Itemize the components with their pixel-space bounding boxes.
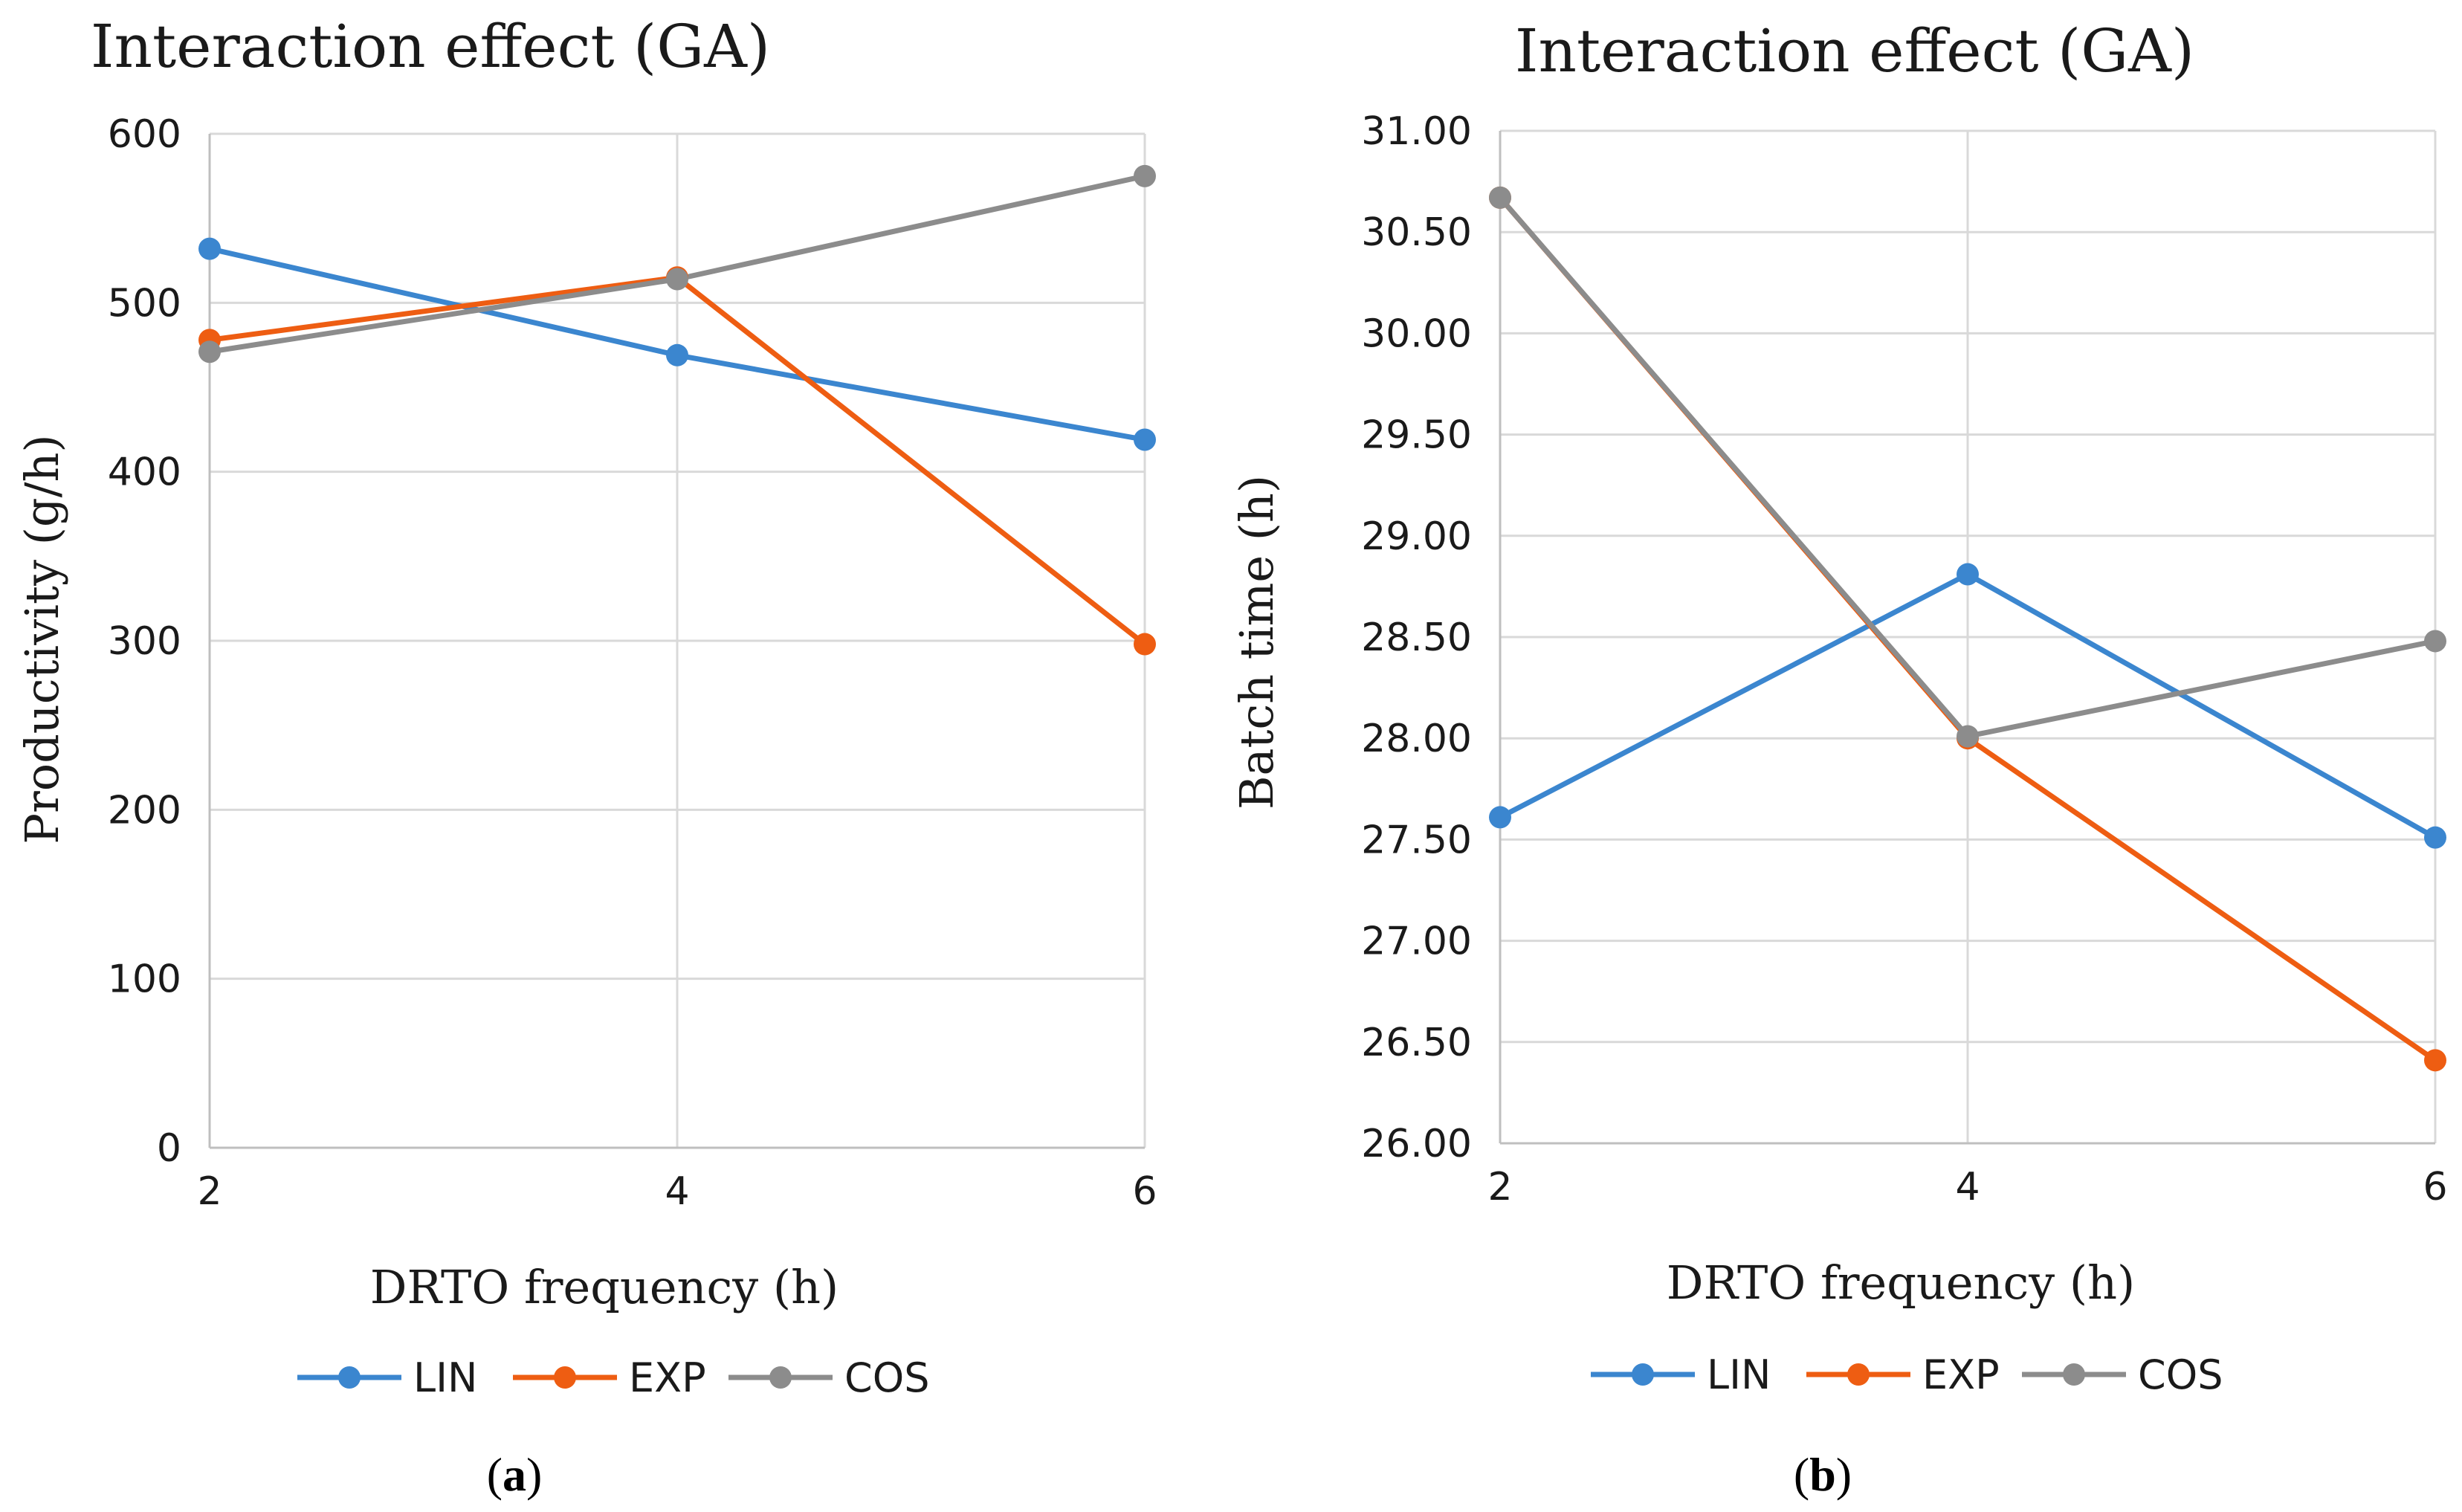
x-tick-label: 4 <box>665 1169 689 1214</box>
y-tick-label: 27.00 <box>1361 920 1472 964</box>
x-axis-title: DRTO frequency (h) <box>370 1260 839 1314</box>
data-point-cos <box>2424 630 2446 653</box>
y-tick-label: 500 <box>108 281 181 326</box>
y-tick-label: 30.00 <box>1361 311 1472 356</box>
x-tick-label: 2 <box>197 1169 222 1214</box>
series <box>1489 186 2446 1072</box>
legend-marker-cos <box>769 1366 792 1389</box>
legend-label-cos: COS <box>844 1354 930 1401</box>
series <box>198 164 1156 656</box>
legend-label-exp: EXP <box>629 1354 706 1401</box>
x-axis-title: DRTO frequency (h) <box>1667 1256 2135 1310</box>
y-axis-title: Batch time (h) <box>1230 475 1284 810</box>
data-point-cos <box>198 340 221 364</box>
legend: LIN EXP COS <box>297 1354 930 1401</box>
y-axis-title: Productivity (g/h) <box>15 434 69 844</box>
x-tick-labels: 2 4 6 <box>197 1169 1157 1214</box>
y-tick-label: 28.00 <box>1361 717 1472 761</box>
data-point-exp <box>1134 633 1156 656</box>
y-tick-label: 200 <box>108 788 181 833</box>
chart-a: Interaction effect (GA) 0 100 200 300 400 500… <box>15 12 1157 1501</box>
legend: LIN EXP COS <box>1591 1351 2223 1398</box>
data-point-cos <box>1957 725 1979 748</box>
caption: (b) <box>1794 1448 1852 1501</box>
data-point-lin <box>1134 428 1156 451</box>
legend-label-lin: LIN <box>1707 1351 1771 1398</box>
chart-b: Interaction effect (GA) 26.0026.5027.002… <box>1230 16 2448 1501</box>
chart-title: Interaction effect (GA) <box>1515 16 2194 85</box>
y-tick-label: 28.50 <box>1361 616 1472 660</box>
chart-title: Interaction effect (GA) <box>91 12 770 81</box>
y-tick-label: 26.00 <box>1361 1122 1472 1166</box>
data-point-lin <box>1489 806 1511 829</box>
caption: (a) <box>487 1448 543 1501</box>
data-point-lin <box>198 237 221 260</box>
y-tick-labels: 26.00 26.50 27.00 27.50 28.00 28.50 29.00 29.50… <box>1361 109 1472 1166</box>
y-tick-label: 27.50 <box>1361 818 1472 862</box>
axes <box>208 134 1145 1149</box>
data-point-exp <box>2424 1049 2446 1072</box>
y-tick-label: 0 <box>157 1126 181 1171</box>
y-tick-label: 29.50 <box>1361 413 1472 458</box>
legend-marker-lin <box>338 1366 361 1389</box>
y-tick-label: 29.00 <box>1361 514 1472 559</box>
data-point-cos <box>666 268 688 291</box>
legend-marker-exp <box>1847 1363 1870 1386</box>
y-tick-label: 30.50 <box>1361 210 1472 255</box>
y-tick-label: 300 <box>108 619 181 664</box>
y-tick-label: 26.50 <box>1361 1021 1472 1065</box>
x-tick-label: 6 <box>2423 1165 2447 1209</box>
legend-label-lin: LIN <box>413 1354 477 1401</box>
x-tick-label: 4 <box>1955 1165 1980 1209</box>
data-point-lin <box>1957 563 1979 586</box>
legend-marker-cos <box>2063 1363 2085 1386</box>
data-point-lin <box>666 343 688 366</box>
gridlines <box>210 132 1146 1148</box>
x-tick-label: 6 <box>1132 1169 1157 1214</box>
x-tick-labels: 2 4 6 <box>1487 1165 2447 1209</box>
gridlines <box>1500 129 2437 1143</box>
data-point-cos <box>1489 186 1511 209</box>
data-point-cos <box>1134 164 1156 187</box>
x-tick-label: 2 <box>1487 1165 1512 1209</box>
legend-label-cos: COS <box>2138 1351 2223 1398</box>
data-point-lin <box>2424 826 2446 849</box>
legend-marker-exp <box>554 1366 576 1389</box>
axes <box>1499 131 2435 1145</box>
legend-label-exp: EXP <box>1922 1351 2000 1398</box>
y-tick-labels: 0 100 200 300 400 500 600 <box>108 112 181 1171</box>
legend-marker-lin <box>1632 1363 1654 1386</box>
y-tick-label: 100 <box>108 957 181 1002</box>
y-tick-label: 400 <box>108 450 181 495</box>
y-tick-label: 31.00 <box>1361 109 1472 154</box>
y-tick-label: 600 <box>108 112 181 157</box>
